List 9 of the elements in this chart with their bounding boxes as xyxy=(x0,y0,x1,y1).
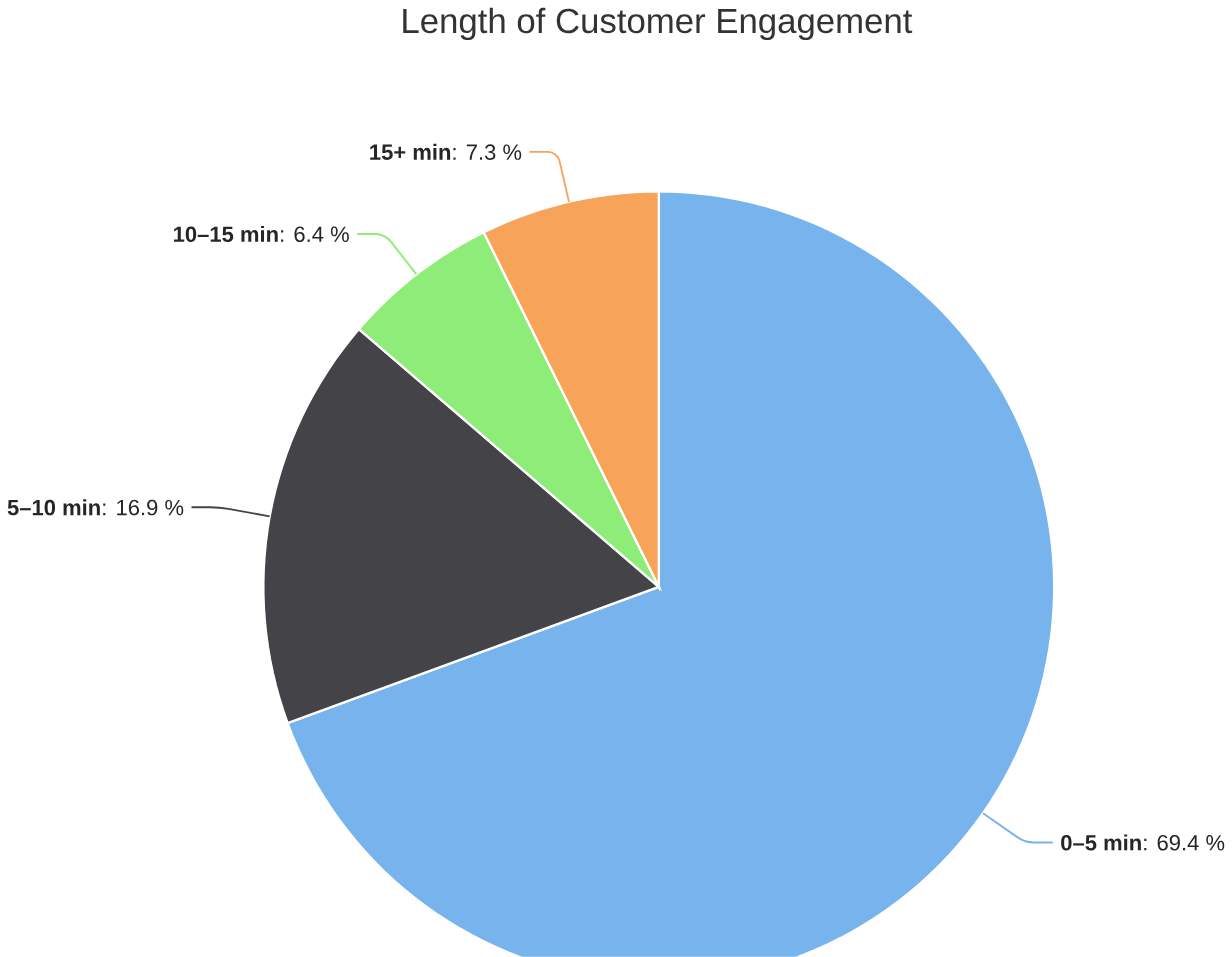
data-label: : 69.4 % xyxy=(1144,835,1225,851)
data-label: : 7.3 % xyxy=(453,144,522,161)
slice-label: 15+ min xyxy=(370,143,451,161)
slice-label: 10–15 min xyxy=(174,226,278,243)
chart-title: Length of Customer Engagement xyxy=(403,7,913,41)
slice-label: 0–5 min xyxy=(1061,834,1141,851)
data-label: : 6.4 % xyxy=(281,226,349,243)
data-label: : 16.9 % xyxy=(103,499,184,516)
slice-label: 5–10 min xyxy=(7,499,100,516)
